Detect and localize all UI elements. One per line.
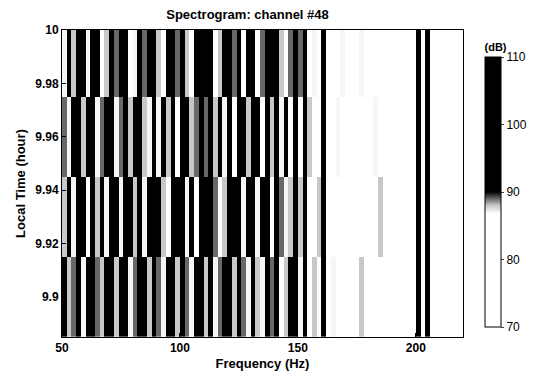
svg-text:Frequency (Hz): Frequency (Hz) bbox=[216, 356, 310, 371]
svg-text:200: 200 bbox=[406, 341, 426, 355]
svg-text:100: 100 bbox=[506, 118, 526, 132]
svg-text:110: 110 bbox=[506, 50, 525, 64]
svg-text:9.92: 9.92 bbox=[35, 237, 59, 251]
svg-text:9.96: 9.96 bbox=[35, 130, 59, 144]
svg-text:150: 150 bbox=[288, 341, 308, 355]
svg-text:100: 100 bbox=[170, 341, 190, 355]
svg-text:90: 90 bbox=[506, 185, 520, 199]
svg-text:(dB): (dB) bbox=[485, 41, 507, 53]
svg-text:9.98: 9.98 bbox=[35, 77, 59, 91]
svg-text:9.9: 9.9 bbox=[42, 290, 59, 304]
svg-text:70: 70 bbox=[506, 320, 520, 334]
svg-text:50: 50 bbox=[55, 341, 69, 355]
svg-text:Local Time (hour): Local Time (hour) bbox=[13, 129, 28, 238]
svg-text:80: 80 bbox=[506, 253, 520, 267]
svg-text:10: 10 bbox=[45, 23, 59, 37]
svg-text:9.94: 9.94 bbox=[35, 183, 59, 197]
svg-text:Spectrogram: channel #48: Spectrogram: channel #48 bbox=[166, 7, 329, 22]
